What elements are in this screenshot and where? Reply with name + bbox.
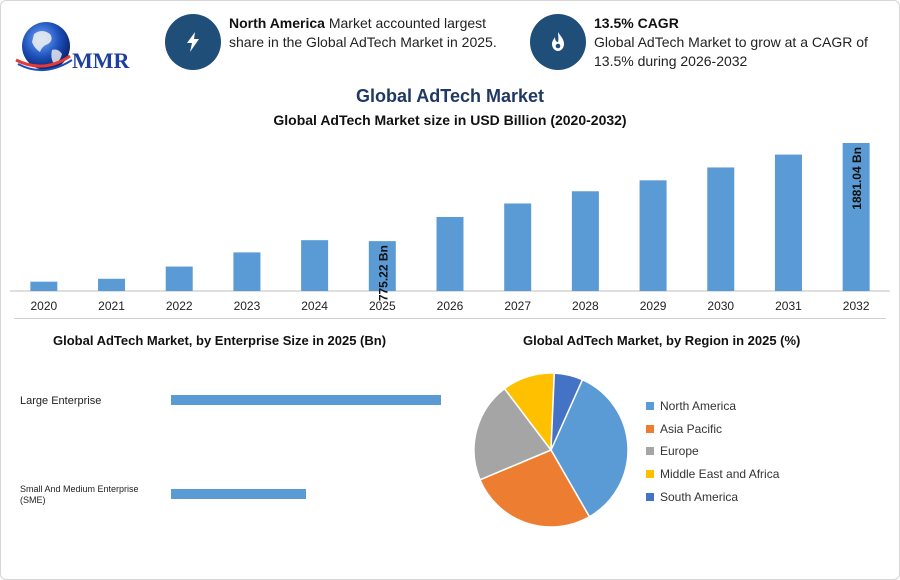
mmr-logo: MMR — [14, 16, 144, 78]
legend-swatch — [646, 492, 654, 501]
hbar-label-sme: Small And Medium Enterprise (SME) — [20, 484, 139, 505]
logo-text: MMR — [72, 48, 131, 73]
bar-2030 — [707, 167, 735, 291]
legend-item: South America — [646, 485, 779, 508]
hbar-sme — [171, 489, 306, 499]
bar-2025 — [368, 241, 396, 291]
pie-slice-europe — [473, 387, 553, 481]
x-tick-label: 2022 — [166, 299, 193, 313]
enterprise-chart-title: Global AdTech Market, by Enterprise Size… — [53, 333, 387, 348]
stat2-text: 13.5% CAGR Global AdTech Market to grow … — [594, 15, 868, 69]
legend-swatch — [646, 447, 654, 456]
bar-2021 — [98, 278, 126, 291]
flame-icon — [530, 14, 586, 70]
x-tick-label: 2024 — [301, 299, 328, 313]
pie-slice-south-america — [550, 372, 584, 451]
bar-2026 — [436, 217, 464, 291]
legend-item: Asia Pacific — [646, 418, 779, 441]
data-label-2032: 1881.04 Bn — [850, 147, 864, 210]
bar-2023 — [233, 252, 261, 291]
chart-subtitle: Global AdTech Market size in USD Billion… — [273, 112, 627, 128]
pie-slice-asia-pacific — [479, 449, 591, 528]
pie-legend: North America Asia Pacific Europe Middle… — [646, 395, 779, 508]
x-tick-label: 2027 — [504, 299, 531, 313]
stat-north-america: North America Market accounted largest s… — [165, 14, 505, 70]
bar-2022 — [165, 266, 193, 291]
stat-cagr: 13.5% CAGR Global AdTech Market to grow … — [530, 14, 880, 71]
bar-2031 — [774, 154, 802, 291]
x-tick-label: 2021 — [98, 299, 125, 313]
lightning-icon — [165, 14, 221, 70]
bar-2024 — [301, 240, 329, 291]
region-pie-chart — [473, 372, 629, 528]
x-tick-label: 2020 — [30, 299, 57, 313]
legend-swatch — [646, 424, 654, 433]
legend-swatch — [646, 402, 654, 411]
x-tick-label: 2030 — [707, 299, 734, 313]
legend-item: Middle East and Africa — [646, 463, 779, 486]
section-divider — [14, 318, 886, 319]
data-label-2025: 775.22 Bn — [376, 245, 390, 301]
bar-2020 — [30, 281, 58, 291]
chart-title: Global AdTech Market — [355, 86, 545, 106]
x-tick-label: 2023 — [234, 299, 261, 313]
hbar-large-enterprise — [171, 395, 441, 405]
bar-2027 — [504, 203, 532, 291]
legend-item: North America — [646, 395, 779, 418]
x-tick-label: 2025 — [369, 299, 396, 313]
bar-2029 — [639, 180, 667, 291]
x-tick-label: 2032 — [843, 299, 870, 313]
globe-logo-icon: MMR — [15, 22, 131, 73]
bar-2028 — [571, 191, 599, 291]
x-tick-label: 2031 — [775, 299, 802, 313]
hbar-label-large: Large Enterprise — [20, 395, 102, 407]
x-tick-label: 2028 — [572, 299, 599, 313]
x-tick-label: 2026 — [437, 299, 464, 313]
legend-swatch — [646, 470, 654, 479]
stat1-text: North America Market accounted largest s… — [229, 15, 497, 50]
legend-item: Europe — [646, 440, 779, 463]
region-chart-title: Global AdTech Market, by Region in 2025 … — [523, 333, 801, 348]
bar-2032 — [842, 143, 870, 291]
x-tick-label: 2029 — [640, 299, 667, 313]
